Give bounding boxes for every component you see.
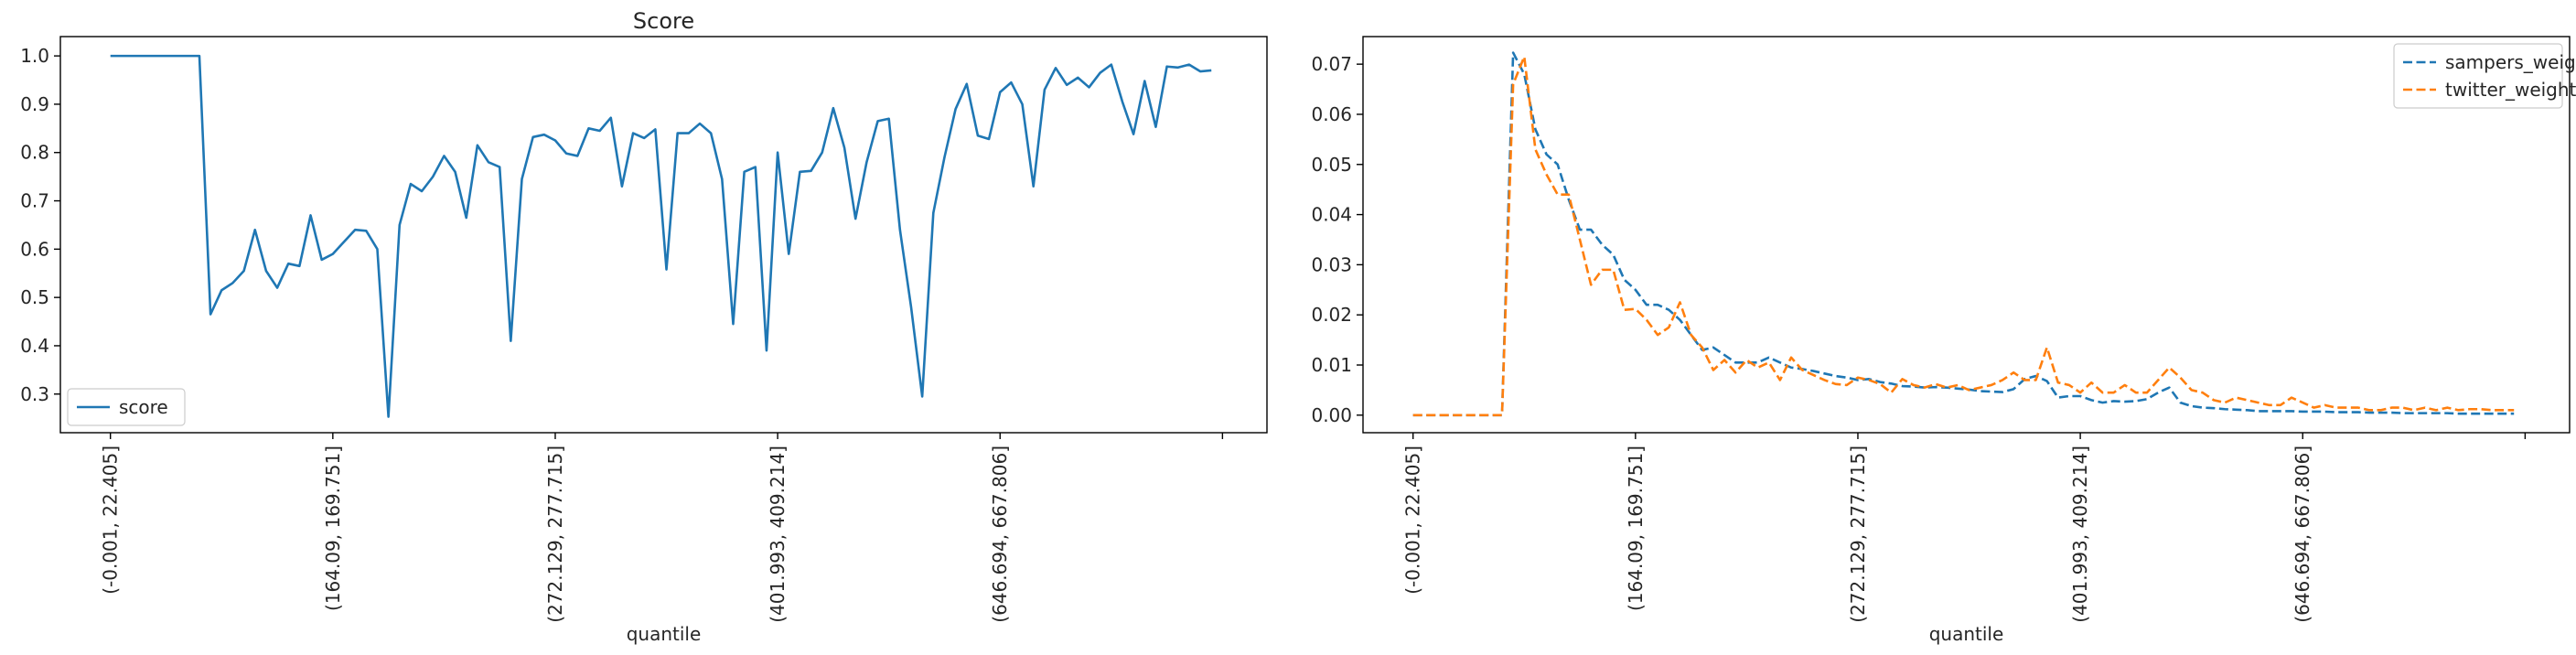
series-line-sampers_weight xyxy=(1412,51,2515,417)
plot-frame xyxy=(59,36,1268,434)
y-tick-label: 0.02 xyxy=(1311,304,1352,326)
legend-entry-label: sampers_weight xyxy=(2445,51,2576,73)
x-tick-label: (272.129, 277.715] xyxy=(1847,446,1869,623)
plot-frame xyxy=(1362,36,2571,434)
chart-panel-2: 0.00 0.01 0.02 0.03 0.04 0.05 0.06 0.07 (-0.001,… xyxy=(1311,36,2576,645)
chart-panel-1: 0.3 0.4 0.5 0.6 0.7 0.8 0.9 1.0 (-0.001, 22.405]… xyxy=(20,8,1268,645)
x-tick-label: (401.993, 409.214] xyxy=(767,446,789,623)
x-tick-label: (164.09, 169.751] xyxy=(1625,446,1647,611)
x-tick-label: (401.993, 409.214] xyxy=(2069,446,2091,623)
legend: score xyxy=(67,388,186,426)
legend-entry-label: score xyxy=(119,396,168,418)
x-tick-label: (-0.001, 22.405] xyxy=(100,446,122,595)
y-tick-label: 0.3 xyxy=(20,383,49,405)
y-tick-label: 1.0 xyxy=(20,45,49,67)
legend-entry-label: twitter_weight xyxy=(2445,79,2576,101)
y-tick-label: 0.05 xyxy=(1311,154,1352,176)
chart-title: Score xyxy=(633,8,694,34)
x-tick-label: (646.694, 667.806] xyxy=(2292,446,2313,623)
series-line-score xyxy=(110,54,1212,418)
y-tick-label: 0.01 xyxy=(1311,354,1352,376)
x-tick-label: (-0.001, 22.405] xyxy=(1402,446,1424,595)
x-axis-label: quantile xyxy=(627,623,702,645)
x-tick-label: (164.09, 169.751] xyxy=(322,446,344,611)
y-tick-label: 0.03 xyxy=(1311,253,1352,275)
x-tick-label: (646.694, 667.806] xyxy=(989,446,1011,623)
y-tick-label: 0.06 xyxy=(1311,103,1352,125)
legend-box xyxy=(67,388,186,426)
series-line-twitter_weight xyxy=(1412,55,2515,417)
y-tick-label: 0.5 xyxy=(20,286,49,308)
y-tick-label: 0.6 xyxy=(20,238,49,260)
y-tick-label: 0.9 xyxy=(20,93,49,115)
y-tick-label: 0.00 xyxy=(1311,404,1352,426)
y-tick-label: 0.04 xyxy=(1311,204,1352,226)
y-tick-label: 0.7 xyxy=(20,190,49,212)
y-tick-label: 0.4 xyxy=(20,335,49,357)
legend: sampers_weight twitter_weight xyxy=(2393,43,2576,109)
x-axis-label: quantile xyxy=(1929,623,2004,645)
x-tick-label: (272.129, 277.715] xyxy=(544,446,566,623)
y-tick-label: 0.07 xyxy=(1311,53,1352,75)
legend-box xyxy=(2393,43,2563,109)
y-tick-label: 0.8 xyxy=(20,142,49,164)
